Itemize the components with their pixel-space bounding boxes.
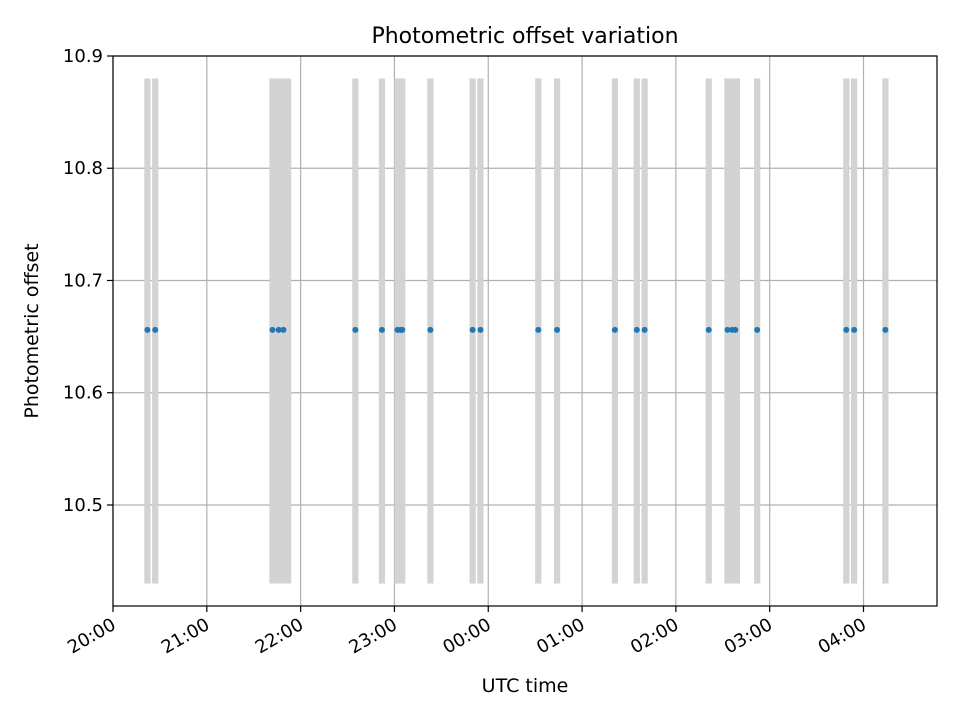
- plot-frame: [112, 55, 938, 607]
- data-point: [732, 326, 739, 333]
- data-point: [611, 326, 618, 333]
- data-point: [641, 326, 648, 333]
- y-tick-label: 10.9: [63, 46, 103, 67]
- y-axis-label: Photometric offset: [21, 243, 43, 418]
- data-point: [469, 326, 476, 333]
- data-point: [144, 326, 151, 333]
- y-tick-label: 10.6: [63, 383, 103, 404]
- data-point: [633, 326, 640, 333]
- data-point: [754, 326, 761, 333]
- y-tick-label: 10.5: [63, 495, 103, 516]
- data-point: [152, 326, 159, 333]
- data-points: [144, 326, 889, 333]
- plot-area: [112, 55, 938, 607]
- data-point: [724, 326, 731, 333]
- y-tick-label: 10.8: [63, 158, 103, 179]
- data-point: [851, 326, 858, 333]
- data-point: [378, 326, 385, 333]
- data-point: [882, 326, 889, 333]
- data-point: [427, 326, 434, 333]
- data-point: [269, 326, 276, 333]
- data-point: [352, 326, 359, 333]
- y-tick-label: 10.7: [63, 270, 103, 291]
- chart-title: Photometric offset variation: [371, 24, 678, 49]
- data-point: [399, 326, 406, 333]
- data-point: [535, 326, 542, 333]
- data-point: [705, 326, 712, 333]
- data-point: [477, 326, 484, 333]
- data-point: [554, 326, 561, 333]
- data-point: [275, 326, 282, 333]
- plot-background: [113, 56, 937, 606]
- data-point: [280, 326, 287, 333]
- x-axis-label: UTC time: [482, 675, 569, 697]
- y-axis-ticks: 10.5 10.6 10.7 10.8 10.9: [63, 46, 113, 516]
- data-point: [843, 326, 850, 333]
